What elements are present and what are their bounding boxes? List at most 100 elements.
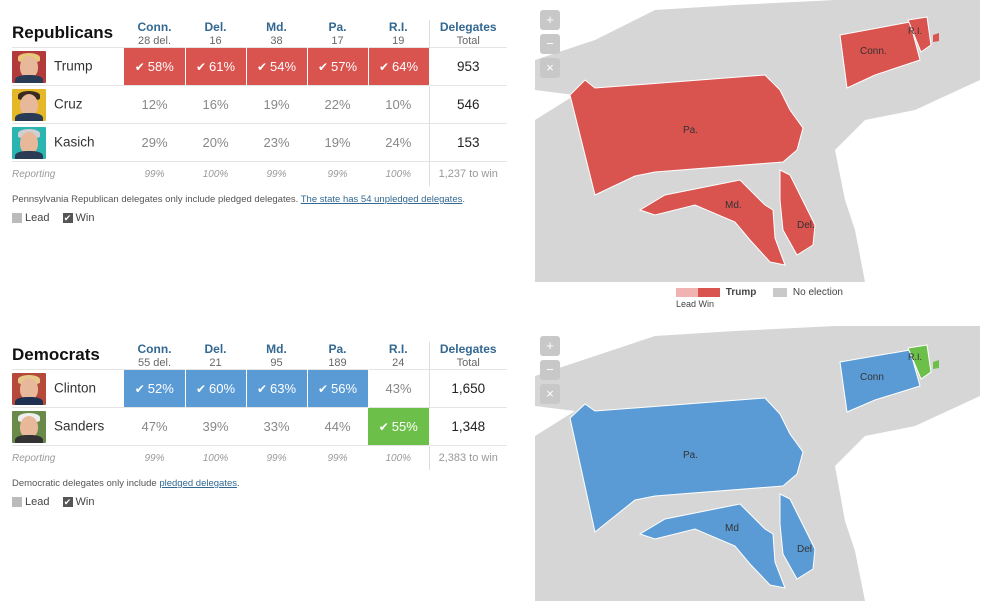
map-label-ri: R.I. xyxy=(908,26,922,36)
unpledged-link[interactable]: The state has 54 unpledged delegates xyxy=(300,194,463,205)
republican-results-table: Republicans Conn. 28 del. Del. 16 Md. 38 Pa… xyxy=(12,20,507,186)
candidate-name: Trump xyxy=(54,58,93,74)
map-label-del: Del xyxy=(797,544,812,555)
avatar xyxy=(12,372,46,405)
cell-value: 39% xyxy=(185,407,246,446)
cell-value: 16% xyxy=(185,85,246,124)
lead-swatch-icon xyxy=(12,213,22,224)
state-ri xyxy=(907,16,932,53)
party-title: Republicans xyxy=(12,23,114,42)
avatar xyxy=(12,126,46,159)
zoom-in-icon[interactable]: + xyxy=(540,336,560,356)
state-ri xyxy=(907,344,932,380)
pledged-delegates-link[interactable]: pledged delegates xyxy=(159,478,237,489)
water-area xyxy=(535,80,980,282)
ri-island xyxy=(933,33,939,42)
map-label-pa: Pa. xyxy=(683,450,698,461)
state-conn xyxy=(839,349,921,413)
water-area xyxy=(535,396,980,601)
check-icon: ✔ xyxy=(134,382,145,396)
zoom-out-icon[interactable]: − xyxy=(540,360,560,380)
zoom-in-icon[interactable]: + xyxy=(540,10,560,30)
cell-value: 33% xyxy=(246,407,307,446)
reporting-value: 100% xyxy=(185,445,246,470)
republican-results-map[interactable]: Pa. Md. Del. Conn. R.I. xyxy=(535,0,980,282)
party-title: Democrats xyxy=(12,345,100,364)
cell-win: ✔ 61% xyxy=(185,47,247,86)
map-legend: Trump No election Lead Win xyxy=(676,287,843,309)
delegate-total: 953 xyxy=(428,47,507,86)
reporting-value: 99% xyxy=(246,161,307,186)
check-icon: ✔ xyxy=(256,60,268,74)
cell-value: 43% xyxy=(368,369,429,408)
col-header-md[interactable]: Md. 95 xyxy=(266,342,287,369)
check-icon: ✔ xyxy=(195,60,207,74)
reporting-value: 99% xyxy=(246,445,307,470)
reporting-value: 99% xyxy=(124,445,185,470)
reporting-value: 100% xyxy=(368,161,429,186)
cell-win: ✔ 64% xyxy=(368,47,430,86)
table-row: Cruz 12% 16% 19% 22% 10% 546 xyxy=(12,85,507,124)
reset-map-icon[interactable]: × xyxy=(540,384,560,404)
state-pa xyxy=(569,74,804,196)
reporting-value: 100% xyxy=(185,161,246,186)
map-zoom-controls: + − × xyxy=(540,10,562,78)
delegate-total: 1,650 xyxy=(428,369,507,408)
table-row: Sanders 47% 39% 33% 44% ✔ 55% 1,348 xyxy=(12,407,507,446)
reporting-label: Reporting xyxy=(12,161,124,186)
col-header-md[interactable]: Md. 38 xyxy=(266,20,287,47)
candidate-name: Kasich xyxy=(54,134,95,150)
cell-value: 10% xyxy=(368,85,429,124)
check-icon: ✔ xyxy=(195,382,207,396)
state-conn xyxy=(839,21,921,89)
map-label-md: Md xyxy=(725,523,739,534)
democrat-results-map[interactable]: Pa. Md Del Conn R.I. xyxy=(535,326,980,601)
avatar xyxy=(12,410,46,443)
col-header-ri[interactable]: R.I. 24 xyxy=(388,342,408,369)
col-header-ri[interactable]: R.I. 19 xyxy=(388,20,408,47)
zoom-out-icon[interactable]: − xyxy=(540,34,560,54)
col-header-del[interactable]: Del. 16 xyxy=(204,20,227,47)
cell-win: ✔ 63% xyxy=(246,369,308,408)
cell-value: 19% xyxy=(307,123,368,162)
check-icon: ✔ xyxy=(317,60,329,74)
cell-win: ✔ 58% xyxy=(124,47,186,86)
cell-value: 19% xyxy=(246,85,307,124)
cell-win: ✔ 54% xyxy=(246,47,308,86)
col-header-conn[interactable]: Conn. 28 del. xyxy=(137,20,172,47)
cell-win: ✔ 55% xyxy=(368,407,430,446)
state-del xyxy=(779,169,816,256)
democrat-results-panel: Democrats Conn. 55 del. Del. 21 Md. 95 Pa. 1… xyxy=(12,342,507,508)
reporting-value: 99% xyxy=(307,445,368,470)
check-icon: ✔ xyxy=(256,382,268,396)
footnote: Pennsylvania Republican delegates only i… xyxy=(12,194,466,205)
map-label-md: Md. xyxy=(725,200,742,211)
col-header-del[interactable]: Del. 21 xyxy=(204,342,227,369)
map-zoom-controls: + − × xyxy=(540,336,562,404)
cell-value: 22% xyxy=(307,85,368,124)
table-legend: Lead ✔ Win xyxy=(12,496,507,508)
col-header-conn[interactable]: Conn. 55 del. xyxy=(137,342,172,369)
avatar xyxy=(12,50,46,83)
lead-swatch-icon xyxy=(676,287,698,297)
table-legend: Lead ✔ Win xyxy=(12,212,507,224)
map-label-conn: Conn. xyxy=(860,46,887,57)
candidate-name: Clinton xyxy=(54,380,97,396)
col-header-pa[interactable]: Pa. 189 xyxy=(328,342,347,369)
democrat-results-table: Democrats Conn. 55 del. Del. 21 Md. 95 Pa. 1… xyxy=(12,342,507,470)
avatar xyxy=(12,88,46,121)
delegate-total: 153 xyxy=(428,123,507,162)
lead-swatch-icon xyxy=(12,497,22,508)
cell-win: ✔ 57% xyxy=(307,47,369,86)
reset-map-icon[interactable]: × xyxy=(540,58,560,78)
col-header-pa[interactable]: Pa. 17 xyxy=(328,20,347,47)
reporting-label: Reporting xyxy=(12,445,124,470)
check-icon: ✔ xyxy=(378,420,389,434)
map-label-ri: R.I. xyxy=(908,352,922,362)
check-icon: ✔ xyxy=(317,382,329,396)
footnote: Democratic delegates only include pledge… xyxy=(12,478,240,489)
cell-value: 47% xyxy=(124,407,185,446)
to-win: 1,237 to win xyxy=(428,161,507,186)
win-check-icon: ✔ xyxy=(62,213,73,224)
delegate-total: 546 xyxy=(428,85,507,124)
